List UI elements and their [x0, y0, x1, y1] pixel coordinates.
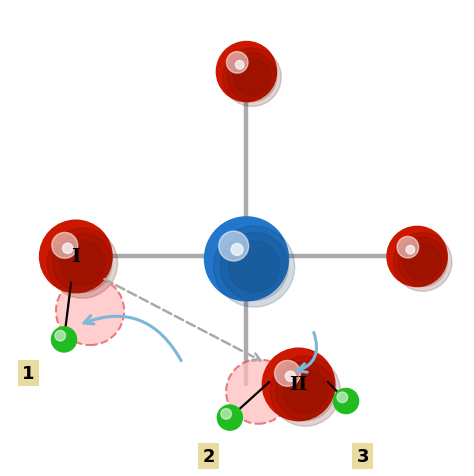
Circle shape [262, 348, 336, 422]
Circle shape [220, 233, 288, 301]
Circle shape [397, 237, 419, 258]
Circle shape [227, 52, 248, 74]
Circle shape [285, 371, 296, 382]
Circle shape [204, 217, 289, 302]
Circle shape [51, 327, 77, 353]
Circle shape [339, 394, 357, 412]
Circle shape [63, 244, 73, 254]
Circle shape [270, 356, 340, 426]
Circle shape [214, 227, 295, 307]
Circle shape [55, 331, 65, 341]
Circle shape [217, 405, 243, 431]
Circle shape [236, 61, 244, 70]
Text: II: II [290, 376, 308, 394]
Circle shape [406, 246, 415, 255]
Circle shape [219, 232, 248, 261]
Circle shape [223, 410, 241, 429]
Circle shape [333, 388, 359, 415]
Circle shape [39, 220, 113, 294]
Circle shape [234, 60, 271, 97]
Circle shape [53, 234, 112, 293]
Circle shape [56, 277, 124, 346]
Text: I: I [71, 248, 81, 266]
Circle shape [337, 392, 347, 403]
Circle shape [398, 238, 447, 287]
Circle shape [228, 53, 277, 103]
Circle shape [47, 228, 118, 298]
FancyArrowPatch shape [297, 333, 317, 372]
Text: 1: 1 [22, 364, 35, 382]
Circle shape [386, 226, 448, 288]
Circle shape [57, 332, 75, 351]
Circle shape [52, 233, 78, 259]
Circle shape [226, 359, 291, 424]
FancyArrowPatch shape [104, 279, 261, 361]
FancyArrowPatch shape [84, 316, 181, 361]
Text: 2: 2 [202, 446, 215, 465]
Circle shape [283, 369, 328, 414]
Text: 3: 3 [356, 446, 369, 465]
Circle shape [276, 362, 335, 421]
Circle shape [60, 241, 105, 286]
Circle shape [228, 241, 280, 292]
Circle shape [231, 244, 243, 256]
Circle shape [404, 244, 441, 281]
Circle shape [223, 49, 281, 107]
Circle shape [393, 233, 452, 292]
Circle shape [221, 409, 231, 419]
Circle shape [216, 42, 277, 103]
Circle shape [274, 361, 301, 387]
